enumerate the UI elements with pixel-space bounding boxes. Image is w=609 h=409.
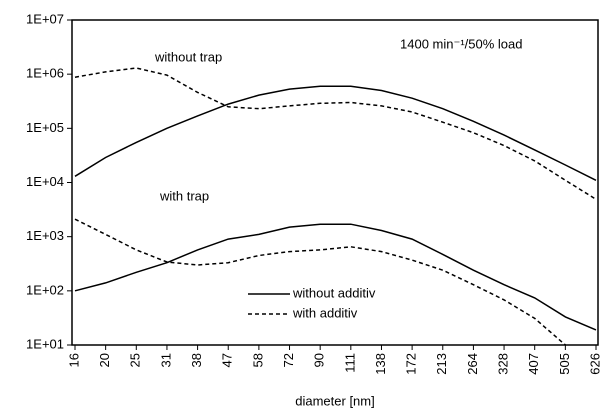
- annotation: with trap: [159, 188, 209, 203]
- x-tick-label: 172: [404, 353, 419, 375]
- y-tick-label: 1E+05: [26, 120, 64, 135]
- y-tick-label: 1E+06: [26, 66, 64, 81]
- x-tick-label: 72: [281, 353, 296, 367]
- x-tick-label: 90: [312, 353, 327, 367]
- x-tick-label: 25: [128, 353, 143, 367]
- x-tick-label: 328: [495, 353, 510, 375]
- x-tick-label: 58: [250, 353, 265, 367]
- x-tick-label: 626: [587, 353, 602, 375]
- series-line: [74, 67, 597, 200]
- y-tick-label: 1E+02: [26, 282, 64, 297]
- x-tick-label: 16: [66, 353, 81, 367]
- y-tick-label: 1E+04: [26, 174, 64, 189]
- series-line: [74, 223, 597, 331]
- x-tick-label: 38: [189, 353, 204, 367]
- x-tick-label: 47: [220, 353, 235, 367]
- series-line: [74, 218, 566, 346]
- x-tick-label: 20: [97, 353, 112, 367]
- x-tick-label: 213: [434, 353, 449, 375]
- x-tick-label: 505: [557, 353, 572, 375]
- annotation: without trap: [154, 49, 222, 64]
- annotation: 1400 min⁻¹/50% load: [400, 36, 523, 51]
- x-tick-label: 111: [342, 353, 357, 373]
- x-tick-label: 264: [465, 353, 480, 375]
- x-axis-label: diameter [nm]: [295, 393, 374, 408]
- series-line: [74, 85, 597, 181]
- x-tick-label: 138: [373, 353, 388, 375]
- legend-label: without additiv: [292, 285, 376, 300]
- y-tick-label: 1E+07: [26, 11, 64, 26]
- legend-label: with additiv: [292, 305, 358, 320]
- x-tick-label: 31: [158, 353, 173, 367]
- y-tick-label: 1E+03: [26, 228, 64, 243]
- x-tick-label: 407: [526, 353, 541, 375]
- y-tick-label: 1E+01: [26, 336, 64, 351]
